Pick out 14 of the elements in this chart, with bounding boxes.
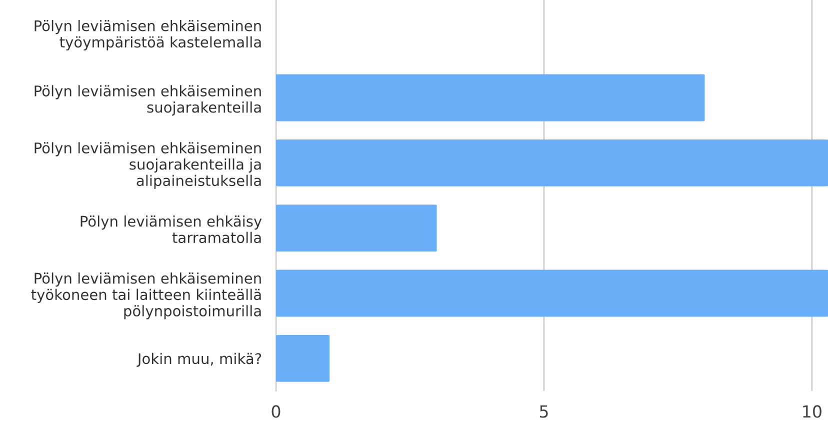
bar: [276, 334, 330, 382]
x-tick-label: 5: [540, 405, 548, 418]
bar: [276, 139, 828, 186]
y-tick-label: Pölyn leviämisen ehkäiseminen työkoneen tai laitteen kiinteällä pölynpoistoimurilla: [31, 272, 261, 320]
y-tick-label: Pölyn leviämisen ehkäiseminen työympäristöä kastelemalla: [34, 20, 261, 50]
bar: [276, 204, 437, 252]
x-tick-label: 10: [803, 405, 822, 418]
x-tick-label: 0: [272, 405, 280, 418]
y-tick-label: Jokin muu, mikä?: [136, 352, 262, 367]
bar: [276, 270, 828, 317]
bar: [276, 74, 705, 122]
y-tick-label: Pölyn leviämisen ehkäiseminen suojarakenteilla ja alipaineistuksella: [34, 142, 261, 189]
y-tick-label: Pölyn leviämisen ehkäisy tarramatolla: [80, 215, 262, 244]
y-tick-label: Pölyn leviämisen ehkäiseminen suojarakenteilla: [34, 85, 261, 116]
